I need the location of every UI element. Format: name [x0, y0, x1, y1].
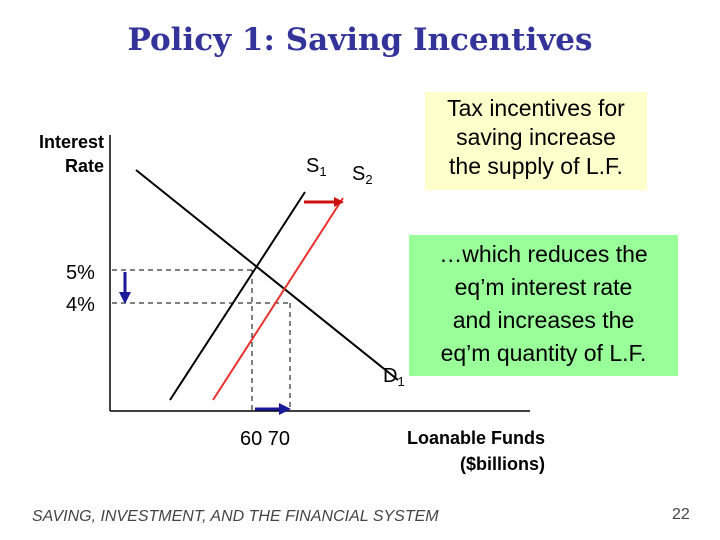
y-axis-label: Interest Rate	[20, 130, 104, 178]
label-s2: S2	[352, 163, 373, 187]
supply-curve-new	[212, 197, 344, 401]
callout-tax-incentives: Tax incentives for saving increase the s…	[425, 92, 647, 190]
y-tick-4pct: 4%	[66, 294, 95, 316]
callout-bottom-line1: …which reduces the	[439, 241, 648, 267]
y-tick-5pct: 5%	[66, 262, 95, 284]
x-axis-label-line1: Loanable Funds	[406, 428, 545, 448]
callout-top-line2: saving increase	[456, 124, 616, 150]
supply-curve-original	[169, 191, 306, 401]
callout-top-line3: the supply of L.F.	[449, 153, 623, 179]
slide-title: Policy 1: Saving Incentives	[127, 22, 593, 58]
callout-bottom-line4: eq’m quantity of L.F.	[440, 340, 647, 366]
slide-footer: SAVING, INVESTMENT, AND THE FINANCIAL SY…	[32, 508, 439, 525]
x-ticks: 60 70	[240, 428, 291, 450]
label-s1: S1	[306, 155, 327, 179]
y-axis-label-line1: Interest	[38, 132, 104, 152]
x-axis-label: Loanable Funds ($billions)	[345, 425, 545, 477]
callout-effects: …which reduces the eq’m interest rate an…	[409, 235, 678, 376]
y-axis-label-line2: Rate	[64, 156, 104, 176]
x-axis-label-line2: ($billions)	[460, 454, 545, 474]
callout-bottom-line3: and increases the	[452, 307, 635, 333]
page-number: 22	[672, 506, 690, 523]
callout-bottom-line2: eq’m interest rate	[454, 274, 633, 300]
callout-top-line1: Tax incentives for	[447, 95, 625, 121]
label-d1: D1	[383, 365, 405, 389]
demand-curve	[135, 169, 399, 381]
